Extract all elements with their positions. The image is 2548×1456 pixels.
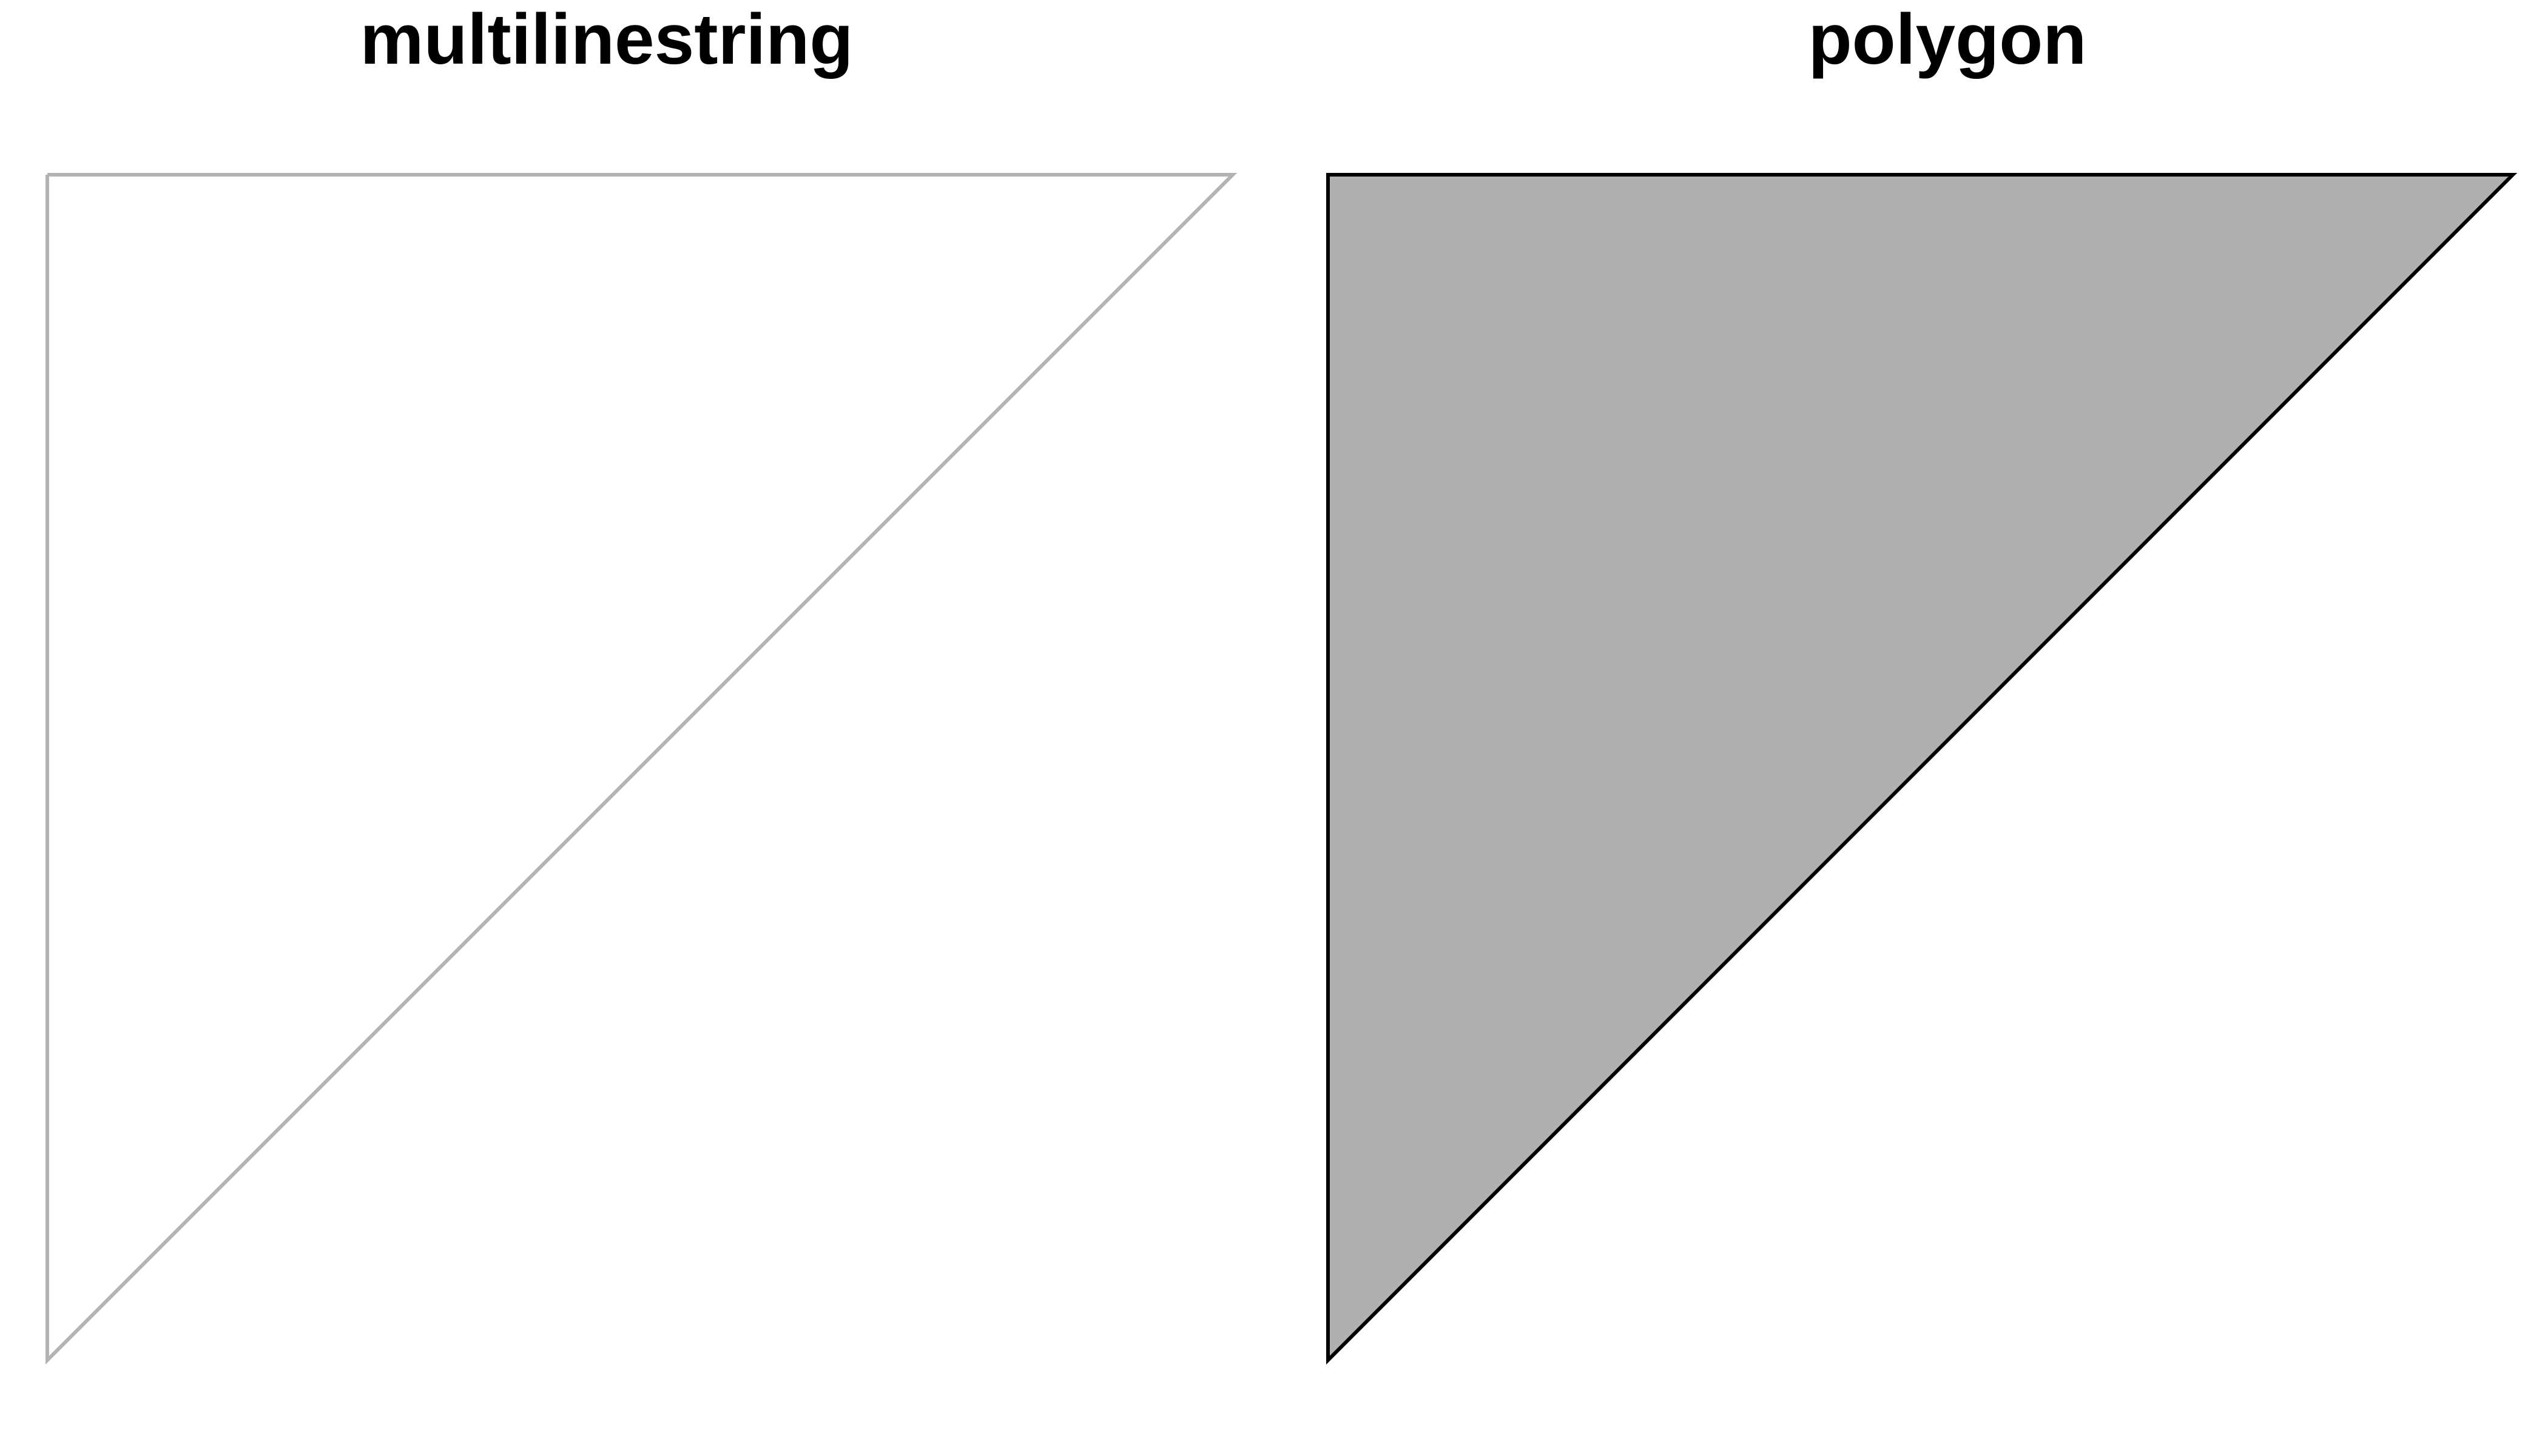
polygon-shape <box>1326 173 2518 1365</box>
panel-multilinestring: multilinestring <box>360 0 854 79</box>
panel-polygon: polygon <box>1274 0 2548 1456</box>
multilinestring-shape <box>46 173 1238 1365</box>
panel-title-polygon: polygon <box>1808 0 2087 79</box>
panel-title-multilinestring: multilinestring <box>360 0 854 79</box>
